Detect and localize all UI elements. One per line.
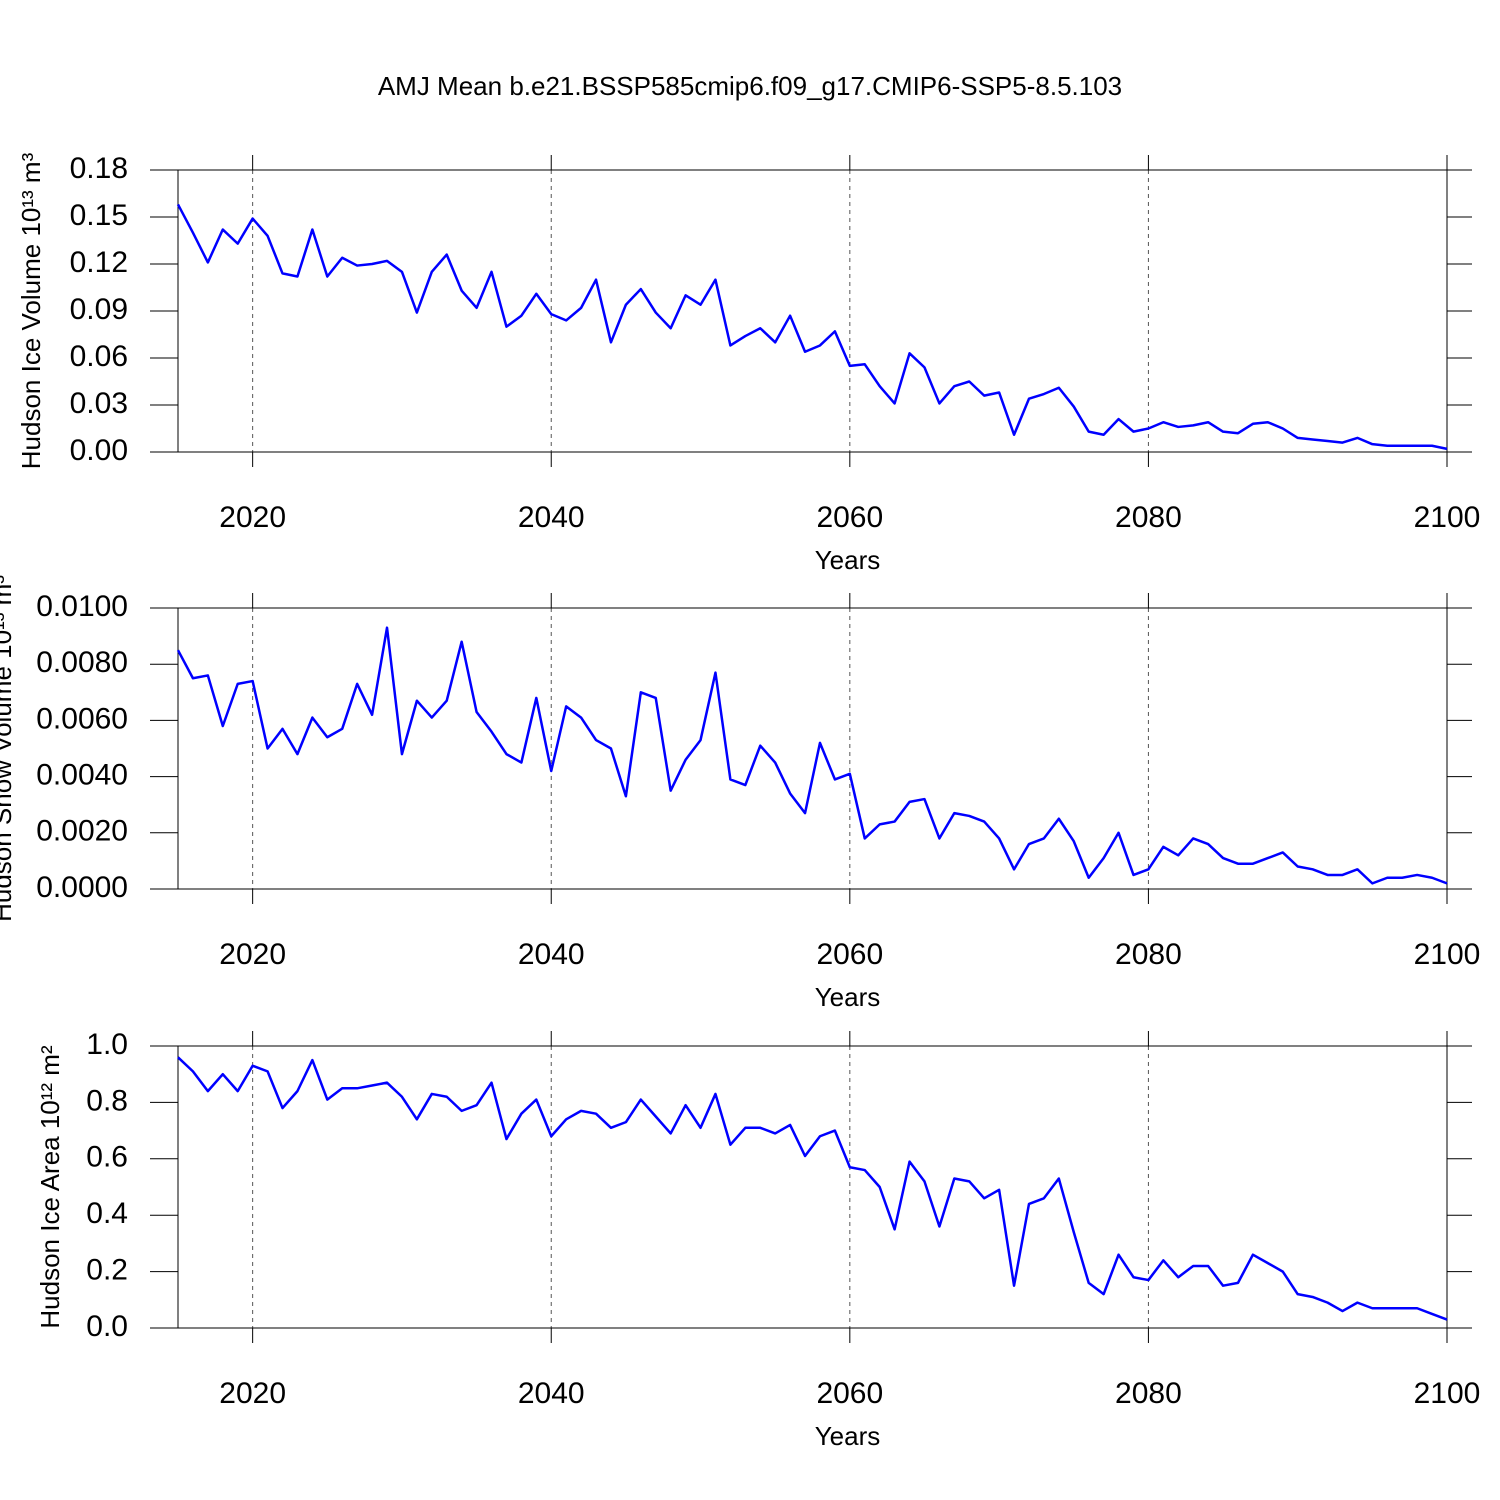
x-tick-label: 2080 bbox=[1115, 938, 1182, 971]
y-tick-label: 0.0080 bbox=[36, 646, 128, 679]
data-line bbox=[176, 626, 1448, 885]
y-tick-label: 0.0040 bbox=[36, 759, 128, 792]
x-tick-label: 2100 bbox=[1414, 938, 1481, 971]
y-tick-label: 0.06 bbox=[70, 340, 128, 373]
plot-frame bbox=[177, 169, 1448, 453]
x-axis-label: Years bbox=[815, 1421, 881, 1451]
y-tick-label: 0.09 bbox=[70, 293, 128, 326]
x-tick-label: 2080 bbox=[1115, 501, 1182, 534]
y-axis-label: Hudson Ice Volume 10¹³ m³ bbox=[16, 152, 46, 469]
y-tick-label: 0.0100 bbox=[36, 590, 128, 623]
y-axis-label: Hudson Snow Volume 10¹³ m³ bbox=[0, 575, 17, 922]
y-axis-label: Hudson Ice Area 10¹² m² bbox=[35, 1045, 65, 1329]
y-tick-label: 0.00 bbox=[70, 434, 128, 467]
x-tick-label: 2020 bbox=[219, 1377, 286, 1410]
data-line bbox=[177, 1056, 1448, 1321]
y-tick-label: 0.03 bbox=[70, 387, 128, 420]
x-tick-label: 2060 bbox=[816, 1377, 883, 1410]
x-tick-label: 2060 bbox=[816, 938, 883, 971]
x-tick-label: 2020 bbox=[219, 501, 286, 534]
x-tick-label: 2040 bbox=[518, 1377, 585, 1410]
chart-title: AMJ Mean b.e21.BSSP585cmip6.f09_g17.CMIP… bbox=[378, 71, 1122, 101]
y-tick-label: 0.0020 bbox=[36, 815, 128, 848]
y-tick-label: 0.18 bbox=[70, 152, 128, 185]
x-tick-label: 2060 bbox=[816, 501, 883, 534]
y-tick-label: 0.12 bbox=[70, 246, 128, 279]
y-tick-label: 0.2 bbox=[86, 1254, 128, 1287]
plot-frame bbox=[177, 1045, 1448, 1329]
y-tick-label: 0.4 bbox=[86, 1197, 128, 1230]
y-tick-label: 0.0060 bbox=[36, 702, 128, 735]
x-axis-label: Years bbox=[815, 982, 881, 1012]
y-tick-label: 1.0 bbox=[86, 1028, 128, 1061]
plot-frame bbox=[177, 607, 1448, 890]
x-tick-label: 2100 bbox=[1414, 501, 1481, 534]
x-tick-label: 2020 bbox=[219, 938, 286, 971]
x-tick-label: 2100 bbox=[1414, 1377, 1481, 1410]
data-line bbox=[176, 203, 1448, 451]
x-axis-label: Years bbox=[815, 545, 881, 575]
x-tick-label: 2040 bbox=[518, 501, 585, 534]
x-tick-label: 2040 bbox=[518, 938, 585, 971]
x-tick-label: 2080 bbox=[1115, 1377, 1182, 1410]
y-tick-label: 0.15 bbox=[70, 199, 128, 232]
y-tick-label: 0.8 bbox=[86, 1084, 128, 1117]
y-tick-label: 0.0000 bbox=[36, 871, 128, 904]
y-tick-label: 0.6 bbox=[86, 1141, 128, 1174]
y-tick-label: 0.0 bbox=[86, 1310, 128, 1343]
